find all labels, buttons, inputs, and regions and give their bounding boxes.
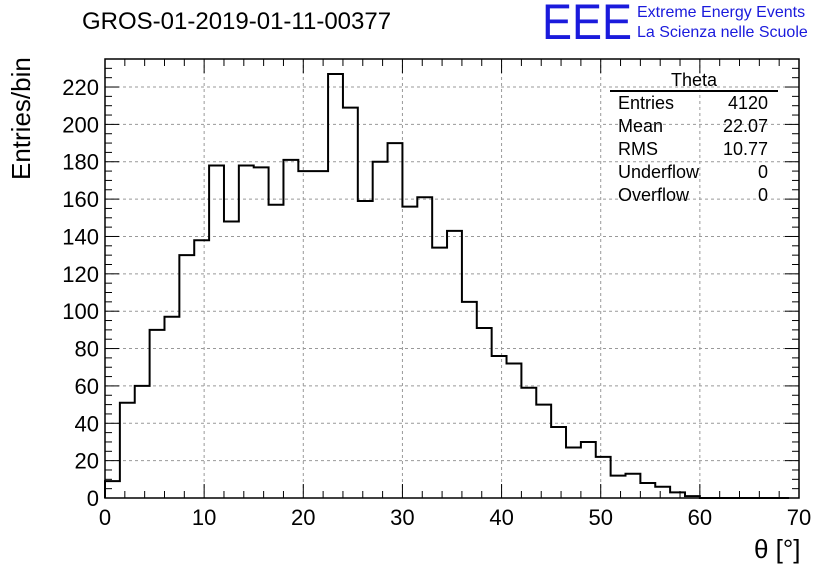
histogram-bin — [521, 388, 536, 498]
y-tick-label: 140 — [62, 224, 99, 249]
x-tick-label: 10 — [192, 505, 216, 530]
histogram-bin — [120, 403, 135, 498]
stats-label: Mean — [618, 116, 664, 136]
histogram-bin — [551, 427, 566, 498]
y-tick-label: 0 — [87, 486, 99, 511]
histogram-bin — [194, 240, 209, 498]
histogram-bin — [164, 317, 179, 498]
stats-title: Theta — [610, 70, 778, 92]
histogram-bin — [462, 302, 477, 498]
y-tick-label: 80 — [75, 337, 99, 362]
histogram-bin — [536, 405, 551, 498]
histogram-bin — [313, 171, 328, 498]
stats-label: Overflow — [618, 185, 690, 205]
stats-row-entries: Entries 4120 — [610, 92, 778, 115]
histogram-bin — [432, 248, 447, 498]
stats-value: 0 — [757, 185, 768, 205]
histogram-bin — [670, 492, 685, 498]
x-tick-label: 70 — [787, 505, 811, 530]
histogram-bin — [179, 255, 194, 498]
x-tick-label: 30 — [390, 505, 414, 530]
histogram-bin — [402, 207, 417, 498]
histogram-bin — [254, 167, 269, 498]
histogram-bin — [209, 165, 224, 498]
histogram-bin — [655, 487, 670, 498]
stats-box: Theta Entries 4120 Mean 22.07 RMS 10.77 … — [610, 70, 778, 207]
x-tick-label: 60 — [688, 505, 712, 530]
histogram-bin — [492, 356, 507, 498]
stats-row-overflow: Overflow 0 — [610, 184, 778, 207]
histogram-bin — [283, 160, 298, 498]
histogram-bin — [328, 74, 343, 498]
histogram-bin — [224, 222, 239, 498]
stats-row-rms: RMS 10.77 — [610, 138, 778, 161]
plot-frame — [104, 58, 800, 499]
histogram-outline — [104, 72, 790, 499]
histogram-bin — [417, 197, 432, 498]
histogram-bin — [269, 205, 284, 498]
stats-row-mean: Mean 22.07 — [610, 115, 778, 138]
histogram-bin — [596, 457, 611, 498]
stats-label: Underflow — [618, 162, 700, 182]
stats-value: 10.77 — [722, 139, 768, 159]
stats-value: 0 — [757, 162, 768, 182]
y-tick-label: 20 — [75, 449, 99, 474]
stats-row-underflow: Underflow 0 — [610, 161, 778, 184]
x-tick-label: 20 — [291, 505, 315, 530]
y-tick-label: 100 — [62, 299, 99, 324]
logo-text: EEE — [542, 2, 632, 42]
histogram-bin — [373, 162, 388, 498]
stats-value: 22.07 — [722, 116, 768, 136]
histogram-bin — [105, 481, 120, 498]
histogram-bin — [447, 231, 462, 498]
brand-line-2: La Scienza nelle Scuole — [637, 24, 808, 41]
x-tick-label: 50 — [588, 505, 612, 530]
histogram-bin — [358, 201, 373, 498]
y-axis-label: Entries/bin — [6, 57, 36, 180]
histogram-bin — [135, 386, 150, 498]
stats-label: RMS — [618, 139, 658, 159]
histogram-bin — [611, 476, 626, 498]
histogram-bin — [388, 143, 403, 498]
run-title: GROS-01-2019-01-11-00377 — [82, 8, 392, 35]
y-tick-label: 220 — [62, 75, 99, 100]
histogram-bin — [298, 171, 313, 498]
histogram-bin — [507, 363, 522, 498]
histogram-bin — [626, 474, 641, 498]
x-axis-label: θ [°] — [754, 534, 801, 564]
eee-logo: EEE — [542, 2, 632, 42]
histogram-bin — [150, 330, 165, 498]
histogram-bin — [581, 442, 596, 498]
x-tick-label: 40 — [489, 505, 513, 530]
y-tick-label: 120 — [62, 262, 99, 287]
y-tick-label: 60 — [75, 374, 99, 399]
y-tick-label: 200 — [62, 112, 99, 137]
stats-label: Entries — [618, 93, 675, 113]
histogram-bin — [685, 496, 700, 498]
histogram-bin — [477, 328, 492, 498]
histogram-bin — [239, 165, 254, 498]
y-tick-label: 40 — [75, 411, 99, 436]
stats-value: 4120 — [727, 93, 768, 113]
y-tick-label: 160 — [62, 187, 99, 212]
histogram-bin — [640, 483, 655, 498]
x-tick-label: 0 — [99, 505, 111, 530]
y-tick-label: 180 — [62, 150, 99, 175]
histogram-bin — [566, 448, 581, 498]
histogram-bin — [343, 108, 358, 498]
brand-line-1: Extreme Energy Events — [637, 4, 806, 21]
